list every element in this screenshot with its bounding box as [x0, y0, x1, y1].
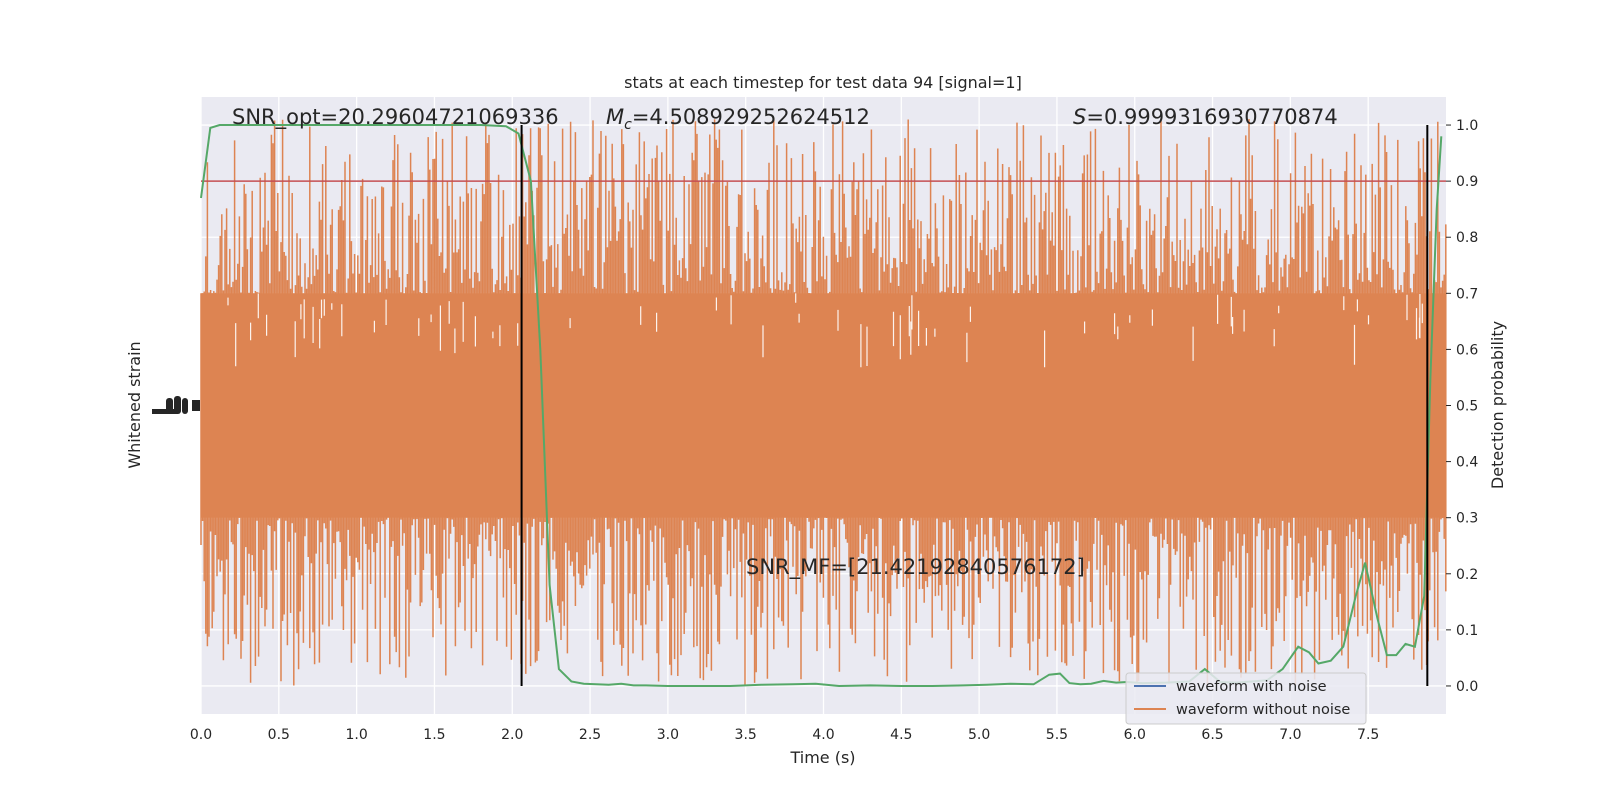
- chart-title: stats at each timestep for test data 94 …: [624, 73, 1022, 92]
- x-axis-label: Time (s): [789, 748, 855, 767]
- waveform-without-noise-series: [200, 119, 1447, 686]
- x-tick-label: 0.5: [268, 727, 290, 743]
- legend-label-clean: waveform without noise: [1176, 702, 1350, 718]
- right-tick-label: 0.0: [1456, 679, 1478, 695]
- s-value: =0.9999316930770874: [1086, 105, 1337, 129]
- x-tick-label: 2.0: [501, 727, 523, 743]
- x-tick-label: 4.5: [890, 727, 912, 743]
- right-tick-label: 0.3: [1456, 511, 1478, 527]
- x-tick-label: 3.5: [735, 727, 757, 743]
- mc-value: =4.508929252624512: [632, 105, 870, 129]
- right-axis-label: Detection probability: [1488, 321, 1507, 489]
- snr-opt-annotation: SNR_opt=20.29604721069336: [232, 105, 559, 130]
- x-tick-label: 7.5: [1357, 727, 1379, 743]
- left-axis-label: Whitened strain: [125, 341, 144, 468]
- right-tick-label: 0.8: [1456, 230, 1478, 246]
- event-markers: [520, 125, 1429, 686]
- right-tick-label: 0.2: [1456, 567, 1478, 583]
- waveform-spikes: [200, 119, 1447, 686]
- detection-probability-line: [200, 124, 1443, 688]
- legend-label-noisy: waveform with noise: [1176, 679, 1327, 695]
- x-tick-label: 2.5: [579, 727, 601, 743]
- mc-symbol: M: [606, 105, 624, 129]
- right-tick-label: 1.0: [1456, 118, 1478, 134]
- right-tick-label: 0.1: [1456, 623, 1478, 639]
- x-tick-label: 1.5: [423, 727, 445, 743]
- waveform-gaps: [227, 293, 1423, 368]
- chirp-mass-annotation: Mc=4.508929252624512: [606, 105, 870, 133]
- snr-mf-annotation: SNR_MF=[21.42192840576172]: [746, 555, 1085, 580]
- right-tick-label: 0.4: [1456, 455, 1478, 471]
- right-tick-label: 0.9: [1456, 174, 1478, 190]
- x-tick-label: 6.0: [1124, 727, 1146, 743]
- x-tick-label: 5.0: [968, 727, 990, 743]
- x-tick-label: 1.0: [345, 727, 367, 743]
- legend-box: [1125, 672, 1367, 725]
- legend: waveform with noise waveform without noi…: [1125, 672, 1367, 725]
- x-tick-label: 7.0: [1279, 727, 1301, 743]
- overlap-annotation: S=0.9999316930770874: [1073, 105, 1338, 129]
- right-tick-label: 0.6: [1456, 342, 1478, 358]
- x-tick-label: 3.0: [657, 727, 679, 743]
- right-tick-label: 0.5: [1456, 399, 1478, 415]
- left-axis-glyphs: [152, 396, 200, 414]
- x-tick-labels: 0.0 0.5 1.0 1.5 2.0 2.5 3.0 3.5 4.0 4.5 5.0 5.5 6.0 6…: [190, 727, 1379, 743]
- x-tick-label: 4.0: [812, 727, 834, 743]
- x-tick-label: 6.5: [1201, 727, 1223, 743]
- right-tick-label: 0.7: [1456, 286, 1478, 302]
- x-tick-label: 5.5: [1046, 727, 1068, 743]
- x-tick-label: 0.0: [190, 727, 212, 743]
- right-tick-labels: 0.0 0.1 0.2 0.3 0.4 0.5 0.6 0.7 0.8 0.9 1.0: [1446, 118, 1478, 695]
- mc-subscript: c: [624, 117, 632, 133]
- s-symbol: S: [1073, 105, 1086, 129]
